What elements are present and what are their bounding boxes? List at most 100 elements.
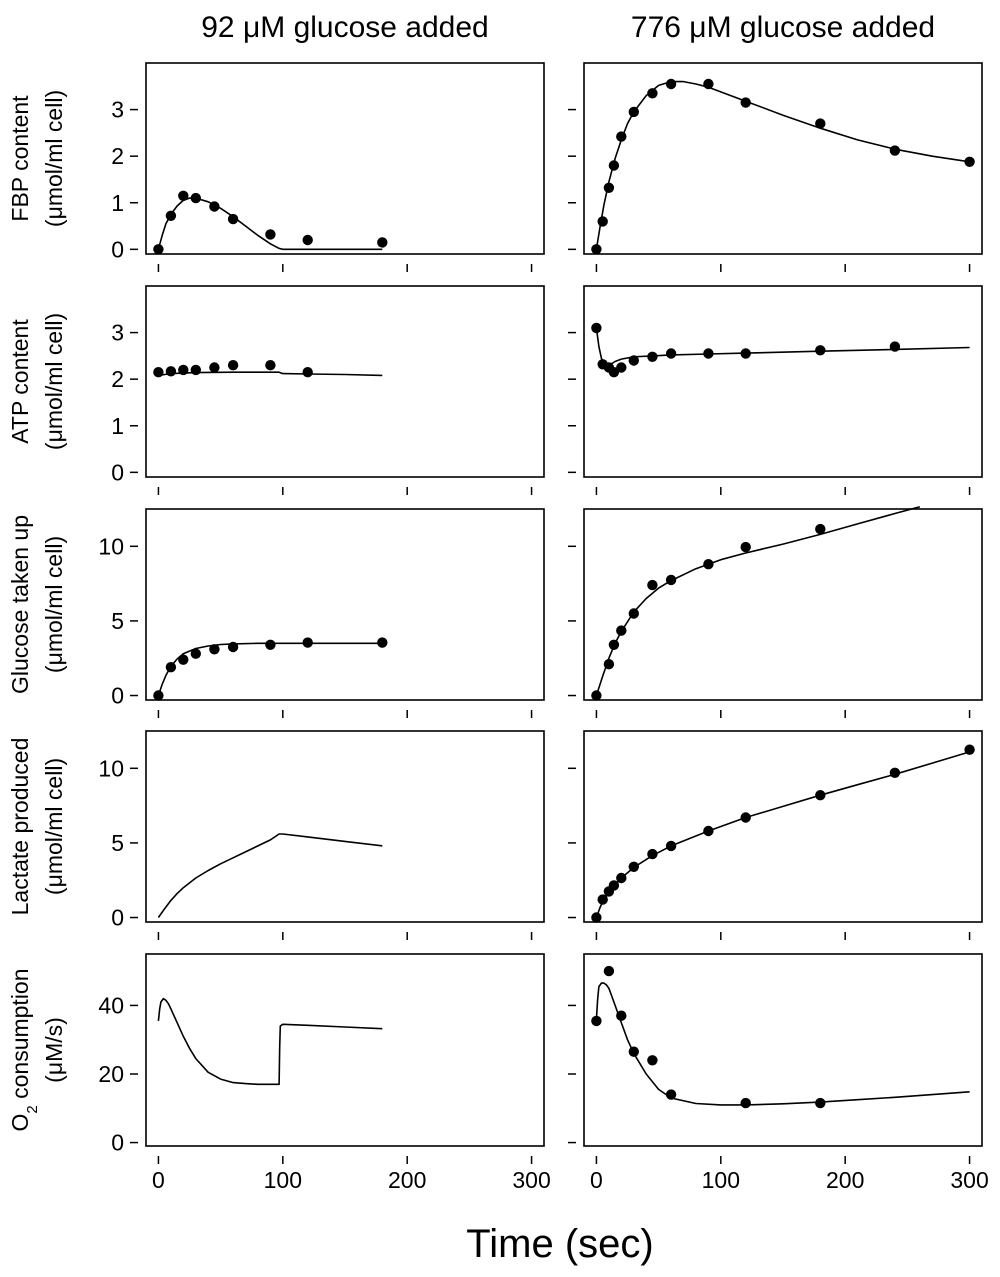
data-point (178, 190, 189, 201)
data-point (815, 118, 826, 129)
y-tick-label: 2 (111, 366, 124, 392)
panel-2-0: 0 5 10 Glucose taken up (μmol/ml cell) (7, 508, 545, 718)
data-point (165, 366, 177, 377)
data-point (665, 348, 677, 359)
model-curve (157, 997, 383, 1086)
x-tick-label: 0 (590, 1167, 603, 1193)
y-tick-label: 3 (111, 320, 124, 346)
x-tick-label: 100 (702, 1167, 740, 1193)
data-point (647, 579, 658, 591)
x-tick-label: 200 (826, 1167, 864, 1193)
data-point (647, 88, 658, 99)
y-tick-label: 0 (111, 236, 124, 262)
data-point (815, 345, 826, 356)
model-curve (157, 197, 383, 251)
plot-frame (583, 953, 983, 1147)
y-tick-label: 10 (98, 755, 124, 781)
plot-frame (145, 285, 545, 478)
data-point (377, 237, 388, 248)
x-tick-label: 300 (512, 1167, 550, 1193)
x-axis-title: Time (sec) (466, 1222, 653, 1266)
panel-1-0: 0 1 2 3 ATP content (μmol/ml cell) (7, 285, 545, 495)
model-curve (595, 327, 970, 368)
panel-0-0: 0 1 2 3 FBP content (μmol/ml cell) (7, 62, 545, 272)
data-point (603, 965, 615, 977)
model-curve (595, 80, 970, 250)
data-point (265, 229, 276, 240)
model-curve (157, 833, 383, 918)
y-axis-label: (μmol/ml cell) (41, 90, 67, 227)
x-tick-label: 0 (152, 1167, 165, 1193)
y-axis-label: (μmol/ml cell) (41, 313, 67, 450)
panel-4-0: 0 20 40 0 100 200 300 O2 consumption (μM/s) (7, 953, 551, 1193)
data-point (665, 78, 677, 90)
data-point (665, 1089, 677, 1100)
y-tick-label: 2 (111, 143, 124, 169)
y-tick-label: 3 (111, 97, 124, 123)
plot-frame (583, 508, 983, 701)
panel-0-1 (568, 62, 983, 272)
data-point (227, 360, 239, 371)
y-axis-label: (μM/s) (41, 1017, 67, 1083)
plot-frame (583, 62, 983, 255)
y-tick-label: 0 (111, 1130, 124, 1156)
data-point (265, 639, 276, 650)
panel-4-1: 0 100 200 300 (568, 953, 989, 1193)
plot-frame (583, 285, 983, 478)
plot-frame (145, 508, 545, 701)
plot-frame (145, 62, 545, 255)
model-curve (158, 371, 383, 377)
y-axis-label: (μmol/ml cell) (41, 536, 67, 673)
y-tick-label: 5 (111, 608, 124, 634)
y-axis-label: FBP content (7, 95, 33, 222)
data-point (815, 1097, 826, 1109)
panel-3-0: 0 5 10 Lactate produced (μmol/ml cell) (7, 730, 545, 940)
y-tick-label: 1 (111, 190, 124, 216)
data-point (190, 648, 201, 659)
data-point (740, 541, 751, 553)
plot-frame (145, 953, 545, 1147)
data-point (597, 216, 608, 227)
data-point (153, 367, 164, 378)
x-tick-label: 300 (950, 1167, 988, 1193)
y-tick-label: 40 (98, 992, 124, 1018)
y-axis-label: (μmol/ml cell) (41, 758, 67, 895)
y-tick-label: 0 (111, 905, 124, 931)
data-point (740, 1097, 751, 1109)
data-point (647, 1055, 658, 1066)
panel-1-1 (568, 285, 983, 495)
data-point (209, 362, 220, 373)
panel-3-1 (568, 730, 983, 940)
y-tick-label: 0 (111, 459, 124, 485)
column-title-776uM: 776 μM glucose added (631, 11, 935, 44)
data-point (608, 367, 620, 378)
y-tick-label: 5 (111, 830, 124, 856)
y-axis-label: Glucose taken up (7, 515, 33, 694)
y-tick-label: 1 (111, 413, 124, 439)
y-axis-label: Lactate produced (7, 738, 33, 916)
y-tick-label: 10 (98, 533, 124, 559)
x-tick-label: 100 (264, 1167, 302, 1193)
model-curve (595, 506, 921, 696)
panel-2-1 (568, 506, 983, 718)
y-tick-label: 20 (98, 1061, 124, 1087)
plot-frame (583, 730, 983, 923)
data-point (302, 234, 313, 246)
data-point (178, 654, 189, 665)
data-point (302, 367, 313, 378)
data-point (647, 351, 658, 362)
data-point (815, 523, 826, 535)
data-point (591, 322, 602, 334)
model-curve (595, 751, 970, 918)
column-title-92uM: 92 μM glucose added (201, 11, 488, 44)
y-axis-label: O2 consumption (7, 968, 41, 1131)
x-tick-label: 200 (388, 1167, 426, 1193)
data-point (591, 1015, 602, 1027)
data-point (616, 362, 627, 373)
data-point (227, 213, 239, 225)
data-point (265, 360, 276, 371)
model-curve (157, 642, 383, 696)
data-point (209, 644, 220, 655)
model-curve (595, 982, 970, 1106)
